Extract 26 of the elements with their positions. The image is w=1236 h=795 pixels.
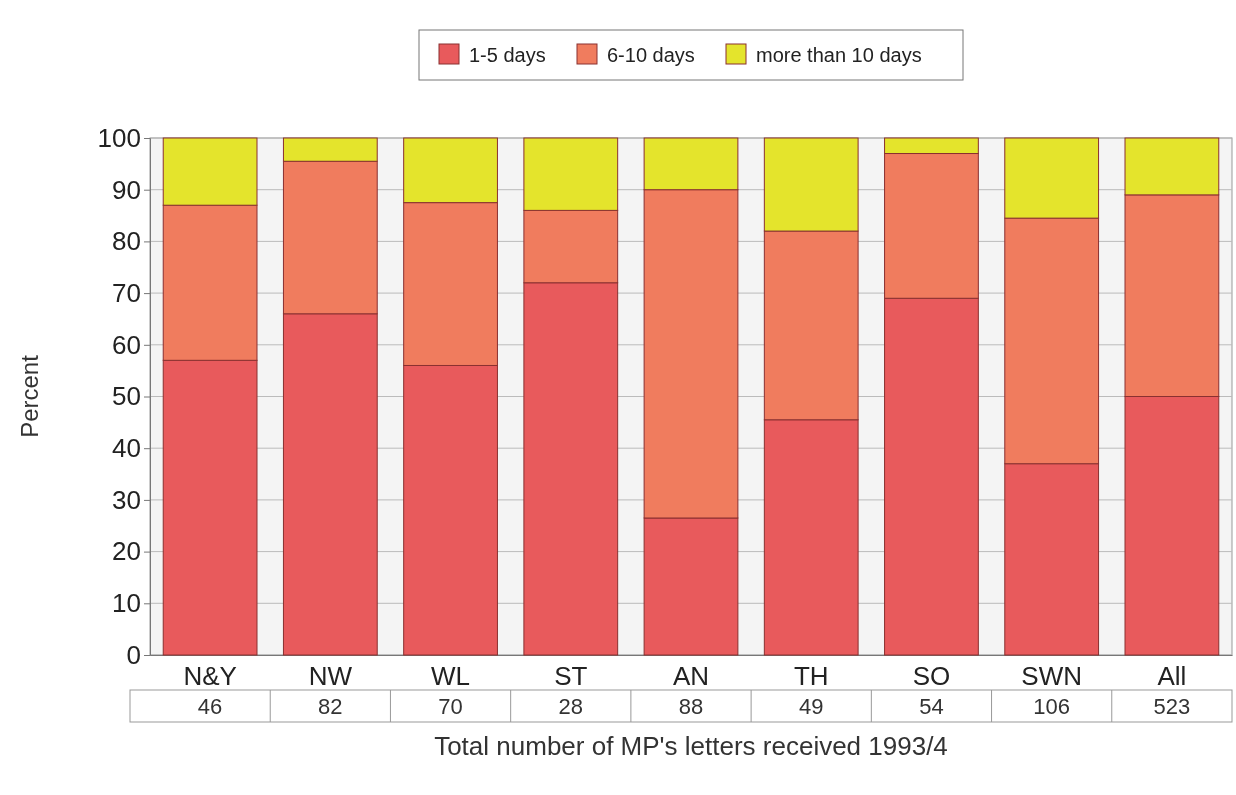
y-tick-label: 60 xyxy=(112,329,141,360)
x-tick-label: WL xyxy=(431,661,471,692)
y-tick-label: 30 xyxy=(112,484,141,515)
legend-label: 1-5 days xyxy=(469,44,546,66)
x-tick-label: SO xyxy=(912,661,951,692)
y-tick-label: 40 xyxy=(112,433,141,464)
y-tick-label: 20 xyxy=(112,536,141,567)
x-tick-label: SWN xyxy=(1021,661,1082,692)
x-tick-label: AN xyxy=(672,661,710,692)
y-tick-label: 100 xyxy=(97,122,141,153)
y-tick-label: 10 xyxy=(112,588,141,619)
x-axis-title: Total number of MP's letters received 1993/4 xyxy=(434,731,948,761)
y-tick-label: 70 xyxy=(112,277,141,308)
x-tick-label: N&Y xyxy=(183,661,237,692)
y-tick-label: 0 xyxy=(126,639,141,670)
x-tick-label: All xyxy=(1157,661,1187,692)
y-axis-title: Percent xyxy=(16,354,43,438)
y-tick-label: 80 xyxy=(112,226,141,257)
x-tick-label: ST xyxy=(554,661,588,692)
y-tick-label: 90 xyxy=(112,174,141,205)
x-tick-label: NW xyxy=(308,661,353,692)
legend-label: more than 10 days xyxy=(756,44,922,66)
x-tick-label: TH xyxy=(793,661,829,692)
legend-label: 6-10 days xyxy=(607,44,695,66)
y-tick-label: 50 xyxy=(112,381,141,412)
count-table: 46 82 70 28 88 49 54 106 523 xyxy=(129,689,1233,723)
